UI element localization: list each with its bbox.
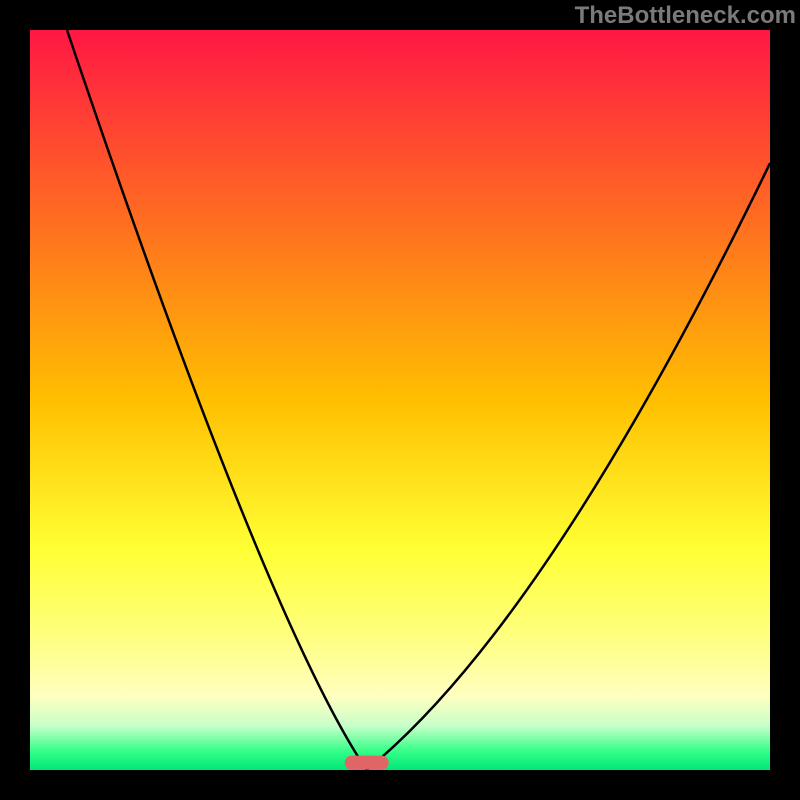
chart-svg (0, 0, 800, 800)
plot-gradient-background (30, 30, 770, 770)
watermark-text: TheBottleneck.com (575, 0, 800, 30)
optimal-marker (345, 756, 389, 770)
chart-frame: TheBottleneck.com (0, 0, 800, 800)
